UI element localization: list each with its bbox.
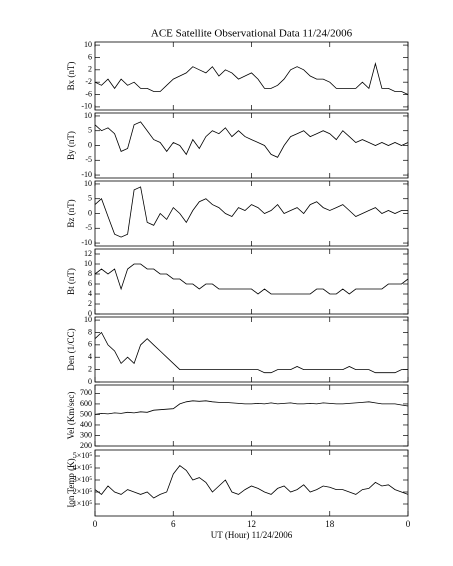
y-tick-label: 5 [88, 126, 92, 135]
y-tick-label: -2 [85, 77, 92, 86]
y-tick-label: 10 [84, 40, 92, 49]
y-tick-label: -10 [81, 238, 92, 247]
y-axis-label: Den (1/CC) [66, 328, 76, 370]
panel-frame [94, 180, 409, 247]
panel-frame [94, 316, 409, 383]
y-tick-label: 2 [88, 364, 92, 373]
y-tick-label: 6 [88, 340, 92, 349]
y-tick-label: 6 [88, 52, 92, 61]
y-tick-label: 2 [88, 299, 92, 308]
y-tick-label: 4 [88, 352, 92, 361]
y-tick-label: 2×10⁵ [73, 487, 93, 496]
y-axis-label: Bx (nT) [66, 62, 76, 91]
y-tick-label: 8 [88, 269, 92, 278]
y-tick-label: -5 [85, 155, 92, 164]
y-tick-label: -10 [81, 102, 92, 111]
data-line [94, 331, 408, 374]
y-tick-label: -10 [81, 170, 92, 179]
y-tick-label: 600 [80, 399, 92, 408]
y-tick-label: 10 [84, 179, 92, 188]
y-tick-label: 4 [88, 289, 92, 298]
panel-frame [94, 248, 409, 315]
y-tick-label: 0 [88, 140, 92, 149]
y-tick-label: 300 [80, 430, 92, 439]
y-tick-label: 0 [88, 208, 92, 217]
y-tick-label: 3×10⁵ [73, 475, 93, 484]
y-axis-label: Bt (nT) [66, 268, 76, 295]
y-tick-label: 10 [84, 111, 92, 120]
x-tick-label: 6 [171, 519, 176, 529]
x-tick-label: 0 [93, 519, 98, 529]
y-tick-label: 200 [80, 441, 92, 450]
panel-frame [94, 112, 409, 179]
y-axis-label: Bz (nT) [66, 199, 76, 227]
chart-title: ACE Satellite Observational Data 11/24/2… [151, 28, 353, 40]
panel-frame [94, 41, 409, 111]
y-tick-label: 0 [88, 377, 92, 386]
y-tick-label: 5 [88, 194, 92, 203]
y-tick-label: 0 [88, 309, 92, 318]
y-tick-label: 6 [88, 279, 92, 288]
panel-frame [94, 449, 409, 517]
panel-frame [94, 384, 409, 447]
data-line [94, 263, 409, 295]
y-tick-label: 12 [84, 249, 92, 258]
y-tick-label: 10 [84, 259, 92, 268]
y-tick-label: 8 [88, 327, 92, 336]
y-tick-label: -6 [85, 89, 92, 98]
data-line [94, 400, 409, 415]
y-tick-label: 1×10⁵ [73, 499, 93, 508]
data-line [94, 186, 408, 238]
x-axis-label: UT (Hour) 11/24/2006 [211, 530, 293, 540]
y-tick-label: 5×10⁵ [73, 451, 93, 460]
y-tick-label: 2 [88, 65, 92, 74]
y-axis-label: Ion Temp (K) [66, 458, 76, 507]
y-tick-label: 700 [80, 388, 92, 397]
y-tick-label: 400 [80, 420, 92, 429]
y-tick-label: 10 [84, 315, 92, 324]
y-tick-label: 500 [80, 409, 92, 418]
y-axis-label: Vel (Km/sec) [66, 392, 76, 440]
data-line [94, 465, 409, 499]
data-line [94, 121, 409, 158]
y-axis-label: By (nT) [66, 131, 76, 160]
x-tick-label: 18 [325, 519, 335, 529]
y-tick-label: 4×10⁵ [73, 463, 93, 472]
y-tick-label: -5 [85, 223, 92, 232]
x-tick-label: 12 [247, 519, 256, 529]
data-line [94, 62, 409, 95]
x-tick-label: 0 [406, 519, 411, 529]
